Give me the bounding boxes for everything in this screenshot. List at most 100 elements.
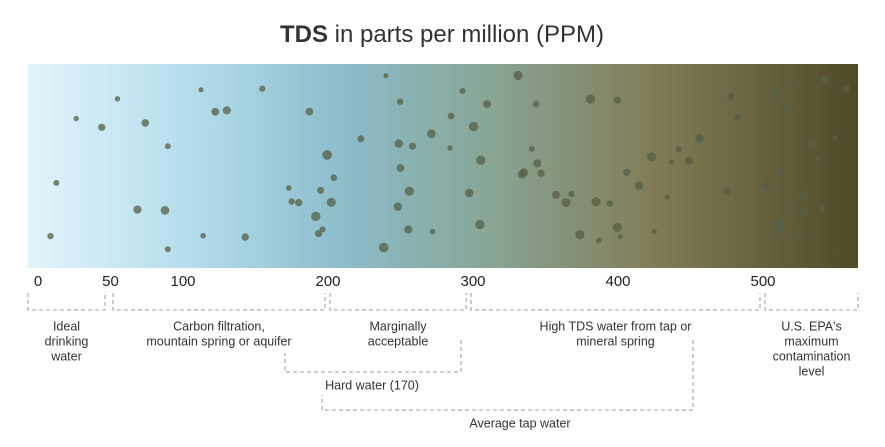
dot xyxy=(311,211,321,221)
dot xyxy=(561,198,571,208)
dot xyxy=(404,225,413,234)
tick-label: 100 xyxy=(170,273,195,290)
dot xyxy=(568,190,575,197)
dot xyxy=(404,186,414,196)
dot xyxy=(551,190,560,199)
dot xyxy=(396,164,405,172)
dot xyxy=(394,139,404,148)
dot xyxy=(133,205,142,214)
dot xyxy=(259,85,266,92)
dot xyxy=(286,185,292,191)
tick-label: 50 xyxy=(102,273,119,290)
dot xyxy=(295,198,303,207)
overlap-label: Average tap water xyxy=(469,416,570,430)
dot xyxy=(198,87,204,93)
title-bold: TDS xyxy=(280,21,328,48)
dot xyxy=(483,100,492,109)
range-label: acceptable xyxy=(368,334,429,348)
dot xyxy=(408,142,417,150)
dot xyxy=(809,140,818,149)
range-label: U.S. EPA's xyxy=(781,319,842,333)
dot xyxy=(794,230,803,239)
dot xyxy=(733,114,741,121)
range-bracket xyxy=(470,293,761,311)
dot xyxy=(591,197,601,207)
dot xyxy=(378,242,389,253)
dot xyxy=(429,228,436,235)
range-bracket xyxy=(27,293,106,311)
dot xyxy=(53,179,60,186)
dot xyxy=(790,205,798,212)
dot xyxy=(675,146,682,152)
dot xyxy=(613,96,621,104)
dot xyxy=(664,194,671,200)
range-label: Marginally xyxy=(370,319,428,333)
dot xyxy=(447,112,455,120)
range-bracket xyxy=(764,293,859,311)
range-label: High TDS water from tap or xyxy=(540,319,692,333)
dot xyxy=(784,103,794,113)
dot xyxy=(585,94,596,104)
dot xyxy=(575,230,585,240)
dot xyxy=(532,100,540,108)
dot xyxy=(820,75,830,84)
dot xyxy=(114,96,121,102)
dot xyxy=(770,90,780,99)
title: TDS in parts per million (PPM) xyxy=(280,21,604,48)
dot xyxy=(818,205,826,213)
dot xyxy=(305,107,314,116)
dot xyxy=(668,159,675,165)
dot xyxy=(791,81,798,88)
dot xyxy=(529,145,535,152)
average-bracket xyxy=(321,340,694,411)
dot xyxy=(723,187,732,195)
range-label: maximum xyxy=(784,334,838,348)
dot xyxy=(842,84,850,92)
dot xyxy=(475,219,485,230)
dot xyxy=(517,170,527,179)
dot xyxy=(533,159,542,168)
range-label: mineral spring xyxy=(576,334,655,348)
title-rest: in parts per million (PPM) xyxy=(328,21,604,48)
dot xyxy=(160,205,170,215)
dot xyxy=(832,134,838,141)
dot xyxy=(317,186,325,194)
dot xyxy=(326,197,336,207)
dot xyxy=(426,129,436,139)
dot xyxy=(635,181,644,190)
dot xyxy=(319,226,326,233)
dot xyxy=(73,115,79,122)
dot xyxy=(623,168,631,176)
dot xyxy=(47,232,54,240)
dot xyxy=(393,202,402,211)
dot xyxy=(330,174,338,181)
range-label: mountain spring or aquifer xyxy=(146,334,291,348)
range-label: water xyxy=(50,349,82,363)
overlap-label: Hard water (170) xyxy=(325,378,419,392)
dot xyxy=(98,123,106,131)
dot xyxy=(513,70,523,81)
dot xyxy=(684,156,694,165)
dot xyxy=(774,218,785,228)
dot xyxy=(447,145,453,151)
dot xyxy=(222,106,231,115)
dot xyxy=(537,169,545,177)
gradient-bar xyxy=(28,64,858,268)
dot xyxy=(727,92,736,101)
dot xyxy=(314,230,323,238)
dot xyxy=(469,121,479,132)
tick-label: 200 xyxy=(315,273,340,290)
dot xyxy=(606,200,614,207)
dot xyxy=(465,188,474,198)
tick-label: 500 xyxy=(750,273,775,290)
dot xyxy=(396,98,404,105)
tick-label: 300 xyxy=(460,273,485,290)
dots xyxy=(47,70,850,253)
dot xyxy=(799,191,808,200)
dot xyxy=(383,73,389,79)
tick-label: 400 xyxy=(605,273,630,290)
dot xyxy=(799,206,809,216)
dot xyxy=(476,155,486,165)
dot xyxy=(777,169,785,177)
range-label: drinking xyxy=(45,334,89,348)
